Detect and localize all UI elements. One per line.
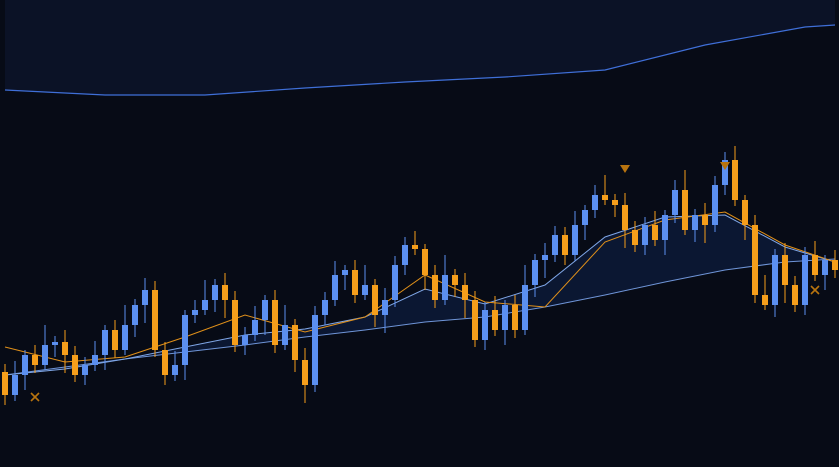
candle-body: [802, 255, 808, 305]
moving-average: [4, 258, 836, 376]
candle-body: [322, 300, 328, 315]
candle-body: [52, 342, 58, 345]
band-line: [4, 24, 836, 96]
candle-body: [822, 260, 828, 275]
candle-body: [82, 365, 88, 375]
candle-body: [672, 190, 678, 215]
candle-body: [362, 285, 368, 295]
candle-body: [752, 225, 758, 295]
candle-body: [252, 320, 258, 335]
candle-body: [492, 310, 498, 330]
candle-body: [172, 365, 178, 375]
candle-body: [452, 275, 458, 285]
candle-body: [222, 285, 228, 300]
candle-body: [212, 285, 218, 300]
candle-body: [312, 315, 318, 385]
candle-body: [42, 345, 48, 365]
candle-body: [832, 260, 838, 270]
candle-body: [612, 200, 618, 205]
signal-triangle: [720, 162, 730, 170]
candle-body: [282, 325, 288, 345]
candle-body: [542, 255, 548, 260]
candle-body: [602, 195, 608, 200]
candle-body: [332, 275, 338, 300]
candle-body: [122, 325, 128, 350]
candle-body: [662, 215, 668, 240]
candle-body: [92, 355, 98, 365]
candle-body: [792, 285, 798, 305]
candle-body: [432, 275, 438, 300]
candle-body: [782, 255, 788, 285]
candle-body: [262, 300, 268, 320]
candle-body: [242, 335, 248, 345]
candle-body: [712, 185, 718, 225]
candle-body: [522, 285, 528, 330]
candle-body: [302, 360, 308, 385]
candle-body: [532, 260, 538, 285]
candle-body: [182, 315, 188, 365]
candle-body: [22, 355, 28, 375]
candle-body: [192, 310, 198, 315]
signal-x: [810, 285, 820, 295]
candle-body: [232, 300, 238, 345]
candle-body: [442, 275, 448, 300]
candle-body: [372, 285, 378, 315]
candle-body: [382, 300, 388, 315]
candle-body: [512, 305, 518, 330]
band-area: [5, 0, 835, 95]
candle-body: [462, 285, 468, 300]
candle-body: [722, 160, 728, 185]
signal-x: [30, 392, 40, 402]
candle-body: [112, 330, 118, 350]
candle-body: [472, 300, 478, 340]
candle-body: [352, 270, 358, 295]
candle-body: [162, 350, 168, 375]
candle-body: [732, 160, 738, 200]
candle-body: [762, 295, 768, 305]
candle-body: [812, 255, 818, 275]
candle-body: [12, 375, 18, 395]
candle-body: [152, 290, 158, 350]
candle-body: [292, 325, 298, 360]
candle-body: [642, 225, 648, 245]
candle-body: [552, 235, 558, 255]
candle-body: [402, 245, 408, 265]
candle-body: [32, 355, 38, 365]
candle-body: [772, 255, 778, 305]
candle-body: [132, 305, 138, 325]
candle-body: [412, 245, 418, 249]
candle-body: [582, 210, 588, 225]
candle-body: [2, 372, 8, 395]
candle-body: [632, 230, 638, 245]
candle-body: [682, 190, 688, 230]
candle-body: [72, 355, 78, 375]
candle-body: [622, 205, 628, 230]
candle-body: [482, 310, 488, 340]
candle-body: [102, 330, 108, 355]
candle-body: [392, 265, 398, 300]
candle-body: [572, 225, 578, 255]
candle-body: [422, 249, 428, 275]
candle-body: [702, 215, 708, 225]
candle-body: [652, 225, 658, 240]
candle-body: [562, 235, 568, 255]
candle-body: [202, 300, 208, 310]
candle-body: [692, 215, 698, 230]
candle-body: [142, 290, 148, 305]
fill-between: [5, 215, 835, 375]
candle-body: [342, 270, 348, 275]
candle-body: [742, 200, 748, 225]
candle-body: [502, 305, 508, 330]
candle-body: [62, 342, 68, 355]
candle-body: [592, 195, 598, 210]
candle-body: [272, 300, 278, 345]
signal-triangle: [620, 165, 630, 173]
